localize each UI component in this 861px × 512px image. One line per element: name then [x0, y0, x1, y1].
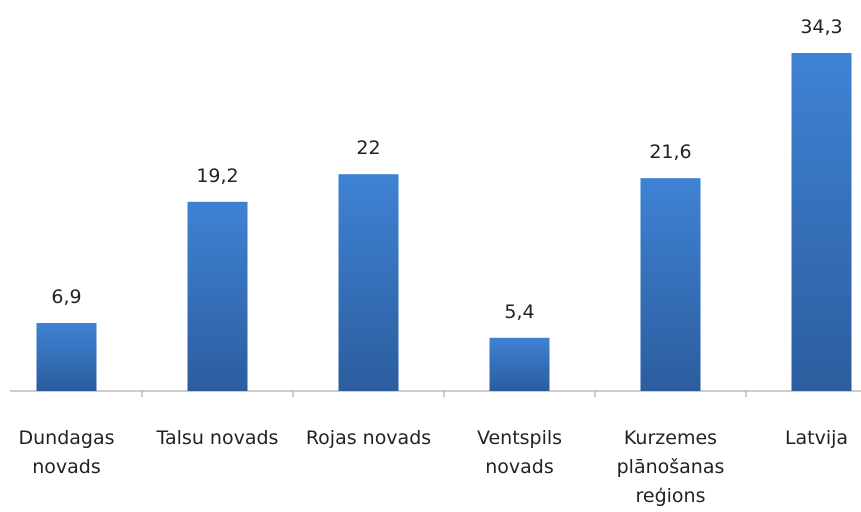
value-label: 6,9	[51, 286, 81, 308]
bar	[489, 337, 550, 391]
value-label: 19,2	[196, 165, 238, 187]
x-tick-label: Talsu novads	[156, 427, 279, 449]
x-tick-label: Rojas novads	[305, 427, 432, 449]
x-tick-label: Dundagas novads	[18, 427, 115, 478]
bar	[187, 201, 248, 391]
value-label: 21,6	[649, 141, 691, 163]
x-tick-label: Ventspils novads	[476, 427, 563, 478]
bar	[36, 323, 97, 391]
bar	[338, 174, 399, 391]
x-tick-label: Kurzemes plānošanas reģions	[616, 427, 725, 507]
value-label: 22	[356, 137, 380, 159]
value-label: 34,3	[800, 16, 842, 38]
x-tick-label: Latvija	[784, 427, 849, 449]
bar	[791, 53, 852, 391]
value-label: 5,4	[504, 301, 534, 323]
bar	[640, 178, 701, 391]
